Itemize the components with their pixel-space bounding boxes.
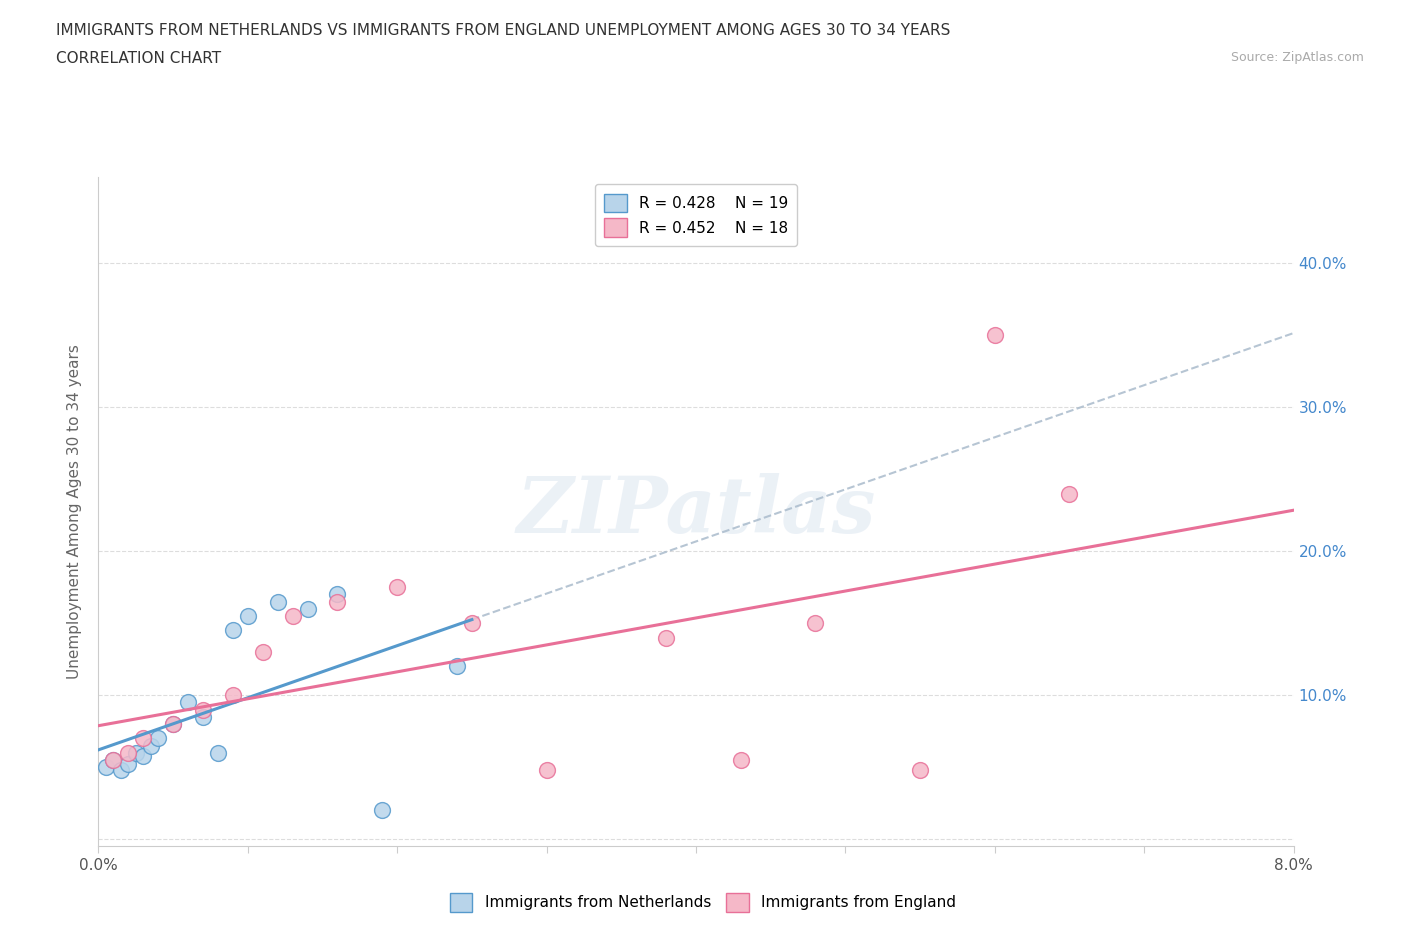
- Point: [117, 757, 139, 772]
- Point: [117, 745, 139, 760]
- Point: [297, 602, 319, 617]
- Text: ZIPatlas: ZIPatlas: [516, 473, 876, 550]
- Point: [252, 644, 274, 659]
- Point: [207, 745, 229, 760]
- Point: [983, 327, 1005, 342]
- Point: [94, 760, 117, 775]
- Point: [371, 803, 394, 817]
- Legend: R = 0.428    N = 19, R = 0.452    N = 18: R = 0.428 N = 19, R = 0.452 N = 18: [595, 184, 797, 246]
- Point: [446, 658, 468, 673]
- Point: [267, 594, 290, 609]
- Point: [191, 702, 214, 717]
- Point: [191, 710, 214, 724]
- Point: [908, 763, 931, 777]
- Text: Source: ZipAtlas.com: Source: ZipAtlas.com: [1230, 51, 1364, 64]
- Point: [162, 716, 184, 731]
- Point: [103, 752, 125, 767]
- Point: [162, 716, 184, 731]
- Point: [281, 608, 304, 623]
- Point: [222, 623, 245, 638]
- Point: [730, 752, 752, 767]
- Y-axis label: Unemployment Among Ages 30 to 34 years: Unemployment Among Ages 30 to 34 years: [67, 344, 83, 679]
- Point: [139, 738, 162, 753]
- Point: [461, 616, 484, 631]
- Point: [804, 616, 827, 631]
- Point: [326, 587, 349, 602]
- Point: [326, 594, 349, 609]
- Point: [655, 630, 678, 644]
- Point: [110, 763, 132, 777]
- Legend: Immigrants from Netherlands, Immigrants from England: Immigrants from Netherlands, Immigrants …: [443, 887, 963, 918]
- Point: [125, 745, 148, 760]
- Point: [177, 695, 200, 710]
- Point: [148, 731, 170, 746]
- Text: IMMIGRANTS FROM NETHERLANDS VS IMMIGRANTS FROM ENGLAND UNEMPLOYMENT AMONG AGES 3: IMMIGRANTS FROM NETHERLANDS VS IMMIGRANT…: [56, 23, 950, 38]
- Point: [1059, 486, 1081, 501]
- Point: [236, 608, 259, 623]
- Point: [132, 748, 155, 763]
- Point: [385, 579, 409, 594]
- Text: CORRELATION CHART: CORRELATION CHART: [56, 51, 221, 66]
- Point: [536, 763, 558, 777]
- Point: [132, 731, 155, 746]
- Point: [103, 752, 125, 767]
- Point: [222, 687, 245, 702]
